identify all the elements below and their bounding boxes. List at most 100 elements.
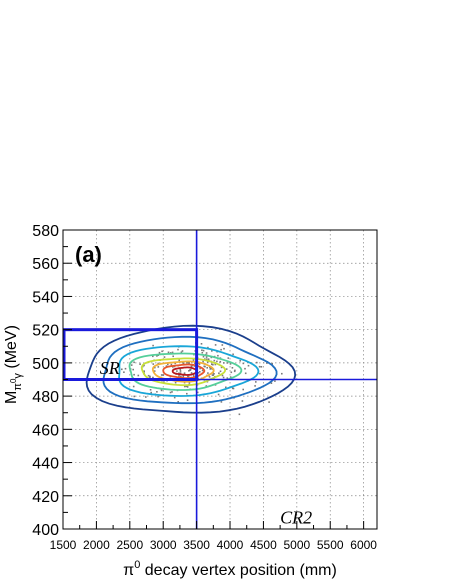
y-tick-label: 580 [32, 223, 59, 240]
histogram-cell [137, 374, 140, 377]
histogram-cell [203, 365, 205, 368]
histogram-cell [160, 389, 163, 392]
histogram-cell [212, 363, 214, 366]
histogram-cell [234, 369, 236, 372]
y-axis-label: Mπ0γ (MeV) [3, 325, 24, 404]
histogram-cell [207, 346, 209, 349]
y-tick-label: 480 [32, 389, 59, 406]
histogram-cell [266, 362, 268, 364]
histogram-cell [247, 364, 250, 367]
histogram-cell [160, 374, 163, 376]
histogram-cell [177, 348, 179, 351]
histogram-cell [182, 376, 185, 378]
histogram-cell [259, 372, 261, 375]
histogram-cell [226, 377, 229, 379]
histogram-cell [220, 348, 222, 351]
histogram-cell [214, 344, 217, 346]
histogram-cell [202, 355, 205, 358]
histogram-cell [242, 388, 244, 391]
histogram-cell [121, 368, 123, 371]
contour-level [118, 345, 260, 397]
x-tick-label: 1500 [50, 538, 77, 552]
region-label-sr: SR [100, 358, 120, 378]
histogram-cell [132, 368, 134, 371]
histogram-cell [227, 357, 230, 359]
histogram-cell [260, 366, 263, 368]
histogram-cell [221, 344, 224, 346]
histogram-cell [132, 385, 135, 388]
histogram-cell [167, 351, 170, 354]
histogram-cell [184, 385, 186, 388]
histogram-cell [218, 372, 220, 374]
histogram-cell [217, 354, 219, 357]
histogram-cell [183, 372, 186, 374]
histogram-cell [153, 370, 156, 372]
histogram-cell [202, 349, 205, 352]
histogram-cell [181, 350, 184, 352]
cut-lines [62, 230, 377, 529]
histogram-cell [268, 401, 270, 403]
histogram-cell [196, 391, 199, 394]
histogram-cell [188, 361, 190, 364]
histogram-cell [167, 363, 169, 366]
y-tick-label: 540 [32, 289, 59, 306]
histogram-cell [201, 349, 203, 351]
histogram-cell [179, 370, 182, 372]
histogram-cell [143, 370, 145, 372]
histogram-cell [170, 363, 173, 366]
histogram-cell [185, 385, 188, 388]
histogram-cell [192, 374, 195, 377]
histogram-cell [177, 401, 179, 403]
x-tick-label: 2000 [83, 538, 110, 552]
histogram-cell [193, 365, 196, 367]
histogram-cell [199, 367, 201, 370]
histogram-cell [221, 374, 224, 377]
y-tick-label: 560 [32, 256, 59, 273]
x-tick-label: 2500 [116, 538, 143, 552]
histogram-cell [239, 360, 241, 362]
contour-level [171, 366, 198, 376]
x-tick-label: 4000 [217, 538, 244, 552]
histogram-cell [207, 372, 209, 374]
y-label-subrest: γ [12, 373, 24, 379]
histogram-cell [211, 350, 213, 352]
histogram-cell [206, 367, 208, 369]
histogram-cell [232, 387, 235, 390]
histogram-cell [229, 376, 232, 378]
x-tick-label: 4500 [250, 538, 277, 552]
histogram-cell [157, 366, 160, 368]
histogram-cell [230, 371, 233, 374]
histogram-cell [255, 381, 257, 383]
histogram-cell [206, 361, 209, 363]
signal-region-box [62, 328, 199, 381]
y-tick-label: 460 [32, 422, 59, 439]
histogram-cell [152, 363, 155, 365]
histogram-cell [152, 376, 154, 379]
histogram-cell [214, 363, 217, 366]
histogram-cell [192, 359, 195, 361]
histogram-cell [176, 370, 178, 372]
histogram-cell [182, 362, 185, 365]
histogram-cell [130, 364, 133, 366]
histogram-cell [211, 374, 214, 376]
y-label-subsup: 0 [9, 378, 18, 383]
histogram-cell [158, 351, 161, 354]
histogram-cell [216, 360, 218, 363]
y-tick-label: 420 [32, 489, 59, 506]
histogram-cell [163, 381, 165, 383]
histogram-cell [169, 391, 172, 394]
histogram-cell [233, 370, 236, 373]
histogram-cell [213, 373, 215, 375]
histogram-cell [133, 361, 135, 364]
histogram-cell [204, 358, 206, 360]
histogram-cell [229, 363, 232, 365]
contour-level [162, 363, 206, 380]
x-label-sup: 0 [134, 559, 140, 571]
histogram-cell [199, 371, 201, 373]
y-tick-label: 520 [32, 323, 59, 340]
x-tick-label: 5000 [283, 538, 310, 552]
histogram-cell [123, 371, 125, 373]
histogram-cell [219, 370, 222, 373]
histogram-cell [219, 360, 222, 363]
histogram-cell [244, 367, 246, 370]
